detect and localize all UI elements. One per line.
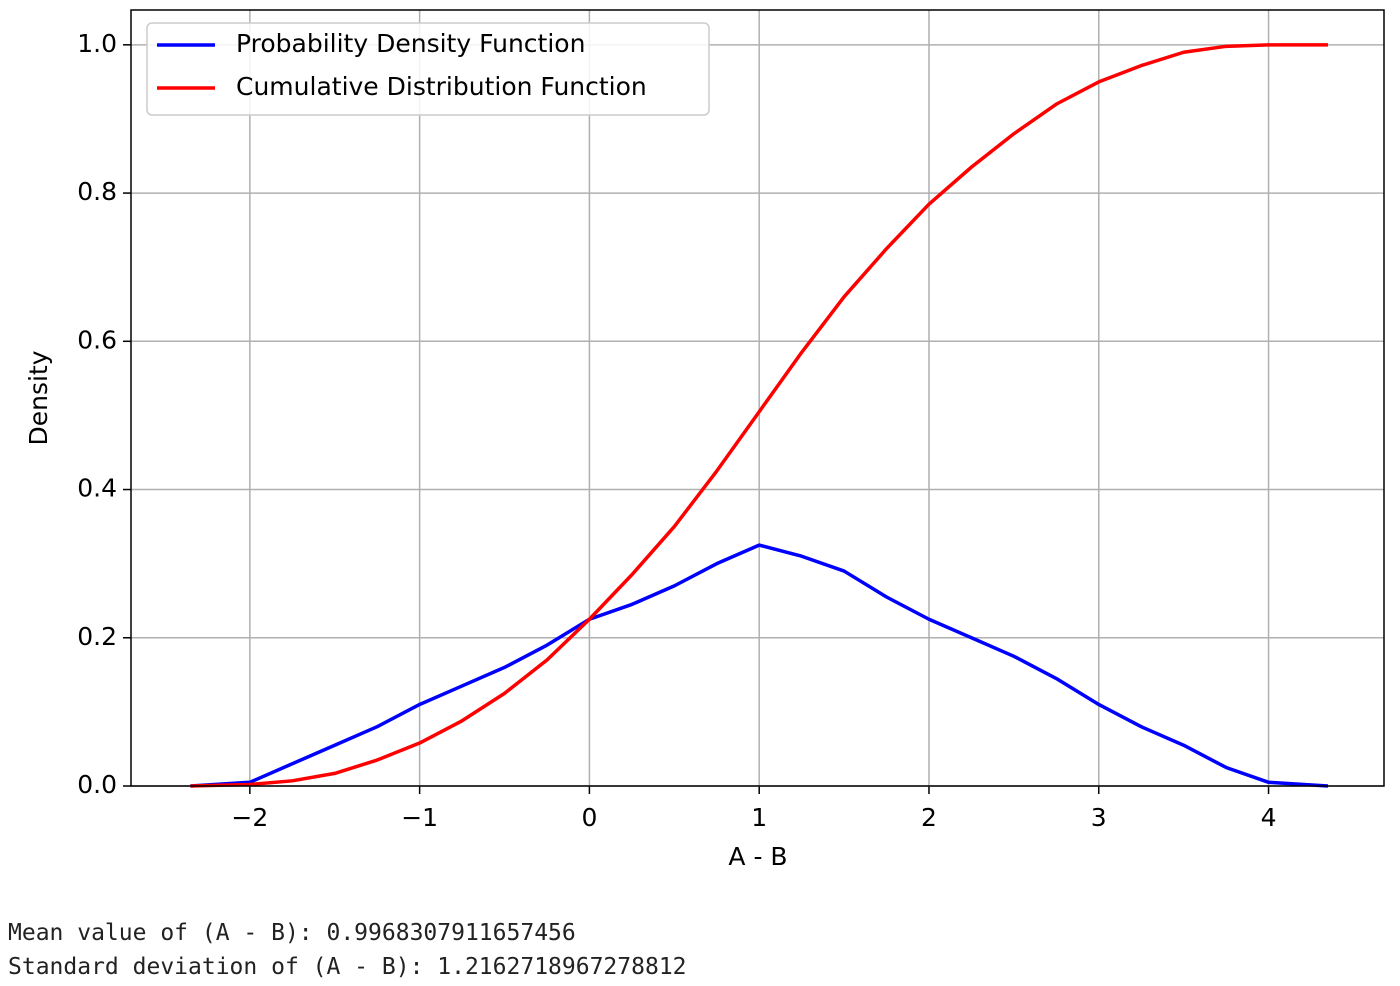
chart: A - B Density −2 −1 0 1 2 3 4 0.0 0.2 0.4 0.6 0.8 1.… [24, 9, 1385, 871]
plot-frame [130, 9, 1385, 787]
x-tick-label: 3 [1091, 803, 1107, 832]
y-tick-label: 0.4 [77, 474, 117, 503]
y-axis-label: Density [24, 350, 53, 445]
legend-label: Probability Density Function [236, 29, 585, 58]
x-tick-label: −2 [231, 803, 268, 832]
x-tick-label: 4 [1261, 803, 1277, 832]
y-tick-label: 1.0 [77, 29, 117, 58]
output-line: Mean value of (A - B): 0.996830791165745… [8, 920, 576, 946]
x-tick-label: −1 [401, 803, 438, 832]
x-axis-label: A - B [728, 842, 787, 871]
line-series [190, 543, 1329, 788]
legend-label: Cumulative Distribution Function [236, 72, 647, 101]
x-tick-label: 1 [751, 803, 767, 832]
line-series [190, 43, 1328, 788]
output-line: Standard deviation of (A - B): 1.2162718… [8, 954, 687, 980]
x-tick-label: 0 [581, 803, 597, 832]
y-tick-label: 0.2 [77, 622, 117, 651]
x-tick-label: 2 [921, 803, 937, 832]
legend-box [146, 22, 710, 116]
y-tick-label: 0.8 [77, 177, 117, 206]
y-tick-label: 0.0 [77, 770, 117, 799]
y-tick-label: 0.6 [77, 325, 117, 354]
